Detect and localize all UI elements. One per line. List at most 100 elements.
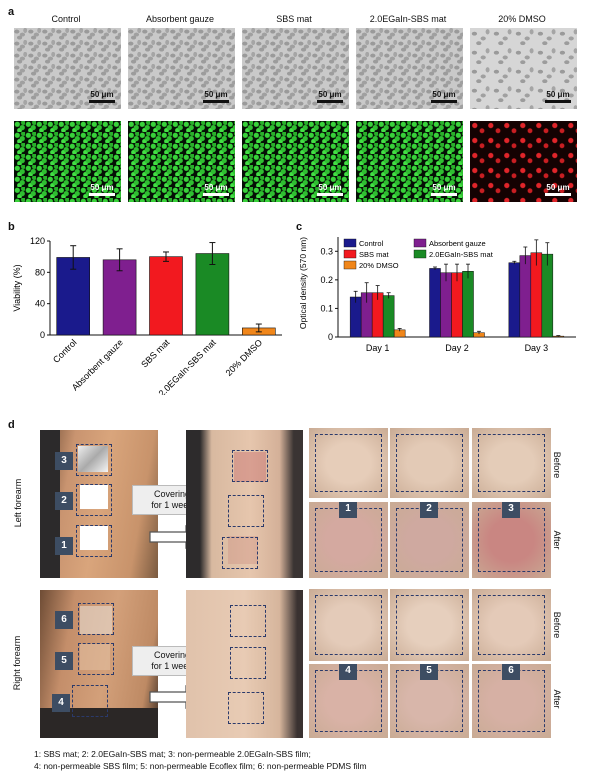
bar <box>56 257 91 336</box>
scale-bar: 50 μm <box>317 183 343 196</box>
dash-box-after-1 <box>222 537 258 569</box>
dash-box-1 <box>76 525 112 557</box>
legend-label: 20% DMSO <box>359 261 399 270</box>
legend-swatch <box>343 238 357 248</box>
bar <box>508 262 521 338</box>
dash-box-5 <box>78 643 114 675</box>
dash-box-after-5 <box>230 647 266 679</box>
bar <box>149 256 183 336</box>
zoomed-dash-box <box>396 595 463 655</box>
scale-bar: 50 μm <box>545 183 571 196</box>
after-label-bottom: After <box>552 689 562 709</box>
badge-2: 2 <box>55 492 73 510</box>
zoomed-skin-tile <box>472 428 551 498</box>
panel-a-letter: a <box>8 6 15 18</box>
panel-c-letter: c <box>296 221 303 233</box>
zoomed-skin-tile: 2 <box>390 502 469 578</box>
zoomed-dash-box <box>396 434 463 492</box>
legend-swatch <box>413 249 427 259</box>
x-tick-label: Day 3 <box>525 343 549 353</box>
scale-bar: 50 μm <box>203 90 229 103</box>
dash-box-after-6 <box>230 605 266 637</box>
bar <box>440 272 452 338</box>
dash-box-after-3 <box>232 450 268 482</box>
fluorescence-image: 50 μm <box>470 121 577 202</box>
y-tick-label: 40 <box>35 299 45 309</box>
right-forearm-label: Right forearm <box>12 635 22 691</box>
y-tick-label: 0.2 <box>320 275 333 285</box>
zoomed-dash-box <box>478 434 545 492</box>
scale-bar: 50 μm <box>431 90 457 103</box>
brightfield-image: 50 μm <box>242 28 349 109</box>
panel-b-letter: b <box>8 221 15 233</box>
fluorescence-image: 50 μm <box>242 121 349 202</box>
scale-bar: 50 μm <box>89 183 115 196</box>
legend-label: Absorbent gauze <box>429 239 486 248</box>
right-forearm-after-photo <box>186 590 303 738</box>
dash-box-4 <box>72 685 108 717</box>
fluorescence-image: 50 μm <box>128 121 235 202</box>
before-label-top: Before <box>552 451 562 479</box>
y-tick-label: 0.1 <box>320 303 333 313</box>
brightfield-image: 50 μm <box>356 28 463 109</box>
left-forearm-label: Left forearm <box>13 478 23 528</box>
caption-line-2: 4: non-permeable SBS film; 5: non-permea… <box>34 761 367 771</box>
badge-6: 6 <box>55 611 73 629</box>
dash-box-3 <box>76 444 112 476</box>
tile-number-badge: 4 <box>339 664 357 680</box>
y-tick-label: 0 <box>328 332 333 342</box>
badge-5: 5 <box>55 652 73 670</box>
legend-swatch <box>413 238 427 248</box>
zoomed-skin-tile <box>472 589 551 661</box>
scale-bar: 50 μm <box>203 183 229 196</box>
x-tick-label: Absorbent gauze <box>70 337 125 392</box>
bar <box>462 271 474 338</box>
tile-number-badge: 2 <box>420 502 438 518</box>
bar <box>451 272 463 338</box>
zoomed-skin-tile <box>390 428 469 498</box>
column-title: 2.0EGaIn-SBS mat <box>369 14 447 24</box>
x-tick-label: 20% DMSO <box>224 337 265 378</box>
bar <box>382 295 395 338</box>
caption-line-1: 1: SBS mat; 2: 2.0EGaIn-SBS mat; 3: non-… <box>34 749 311 759</box>
column-title: Control <box>51 14 81 24</box>
y-axis-label: Optical density (570 nm) <box>298 237 308 329</box>
dash-box-after-2 <box>228 495 264 527</box>
zoomed-skin-tile: 4 <box>309 664 388 738</box>
brightfield-image: 50 μm <box>470 28 577 109</box>
x-tick-label: Day 1 <box>366 343 390 353</box>
zoomed-skin-tile: 3 <box>472 502 551 578</box>
column-title: SBS mat <box>276 14 312 24</box>
before-label-bottom: Before <box>552 611 562 639</box>
zoomed-skin-tile <box>390 589 469 661</box>
zoomed-skin-tile <box>309 589 388 661</box>
bar <box>541 253 554 338</box>
y-tick-label: 0 <box>40 330 45 340</box>
panel-d-letter: d <box>8 419 15 431</box>
bar <box>429 268 441 338</box>
bar <box>195 253 230 336</box>
scale-bar: 50 μm <box>431 183 457 196</box>
y-tick-label: 0.3 <box>320 246 333 256</box>
zoomed-skin-tile: 5 <box>390 664 469 738</box>
y-tick-label: 120 <box>30 236 45 246</box>
sample-1-patch <box>80 526 108 550</box>
sample-2-patch <box>80 485 108 509</box>
column-title: Absorbent gauze <box>145 14 215 24</box>
badge-4: 4 <box>52 694 70 712</box>
legend-swatch <box>343 249 357 259</box>
y-axis-label: Viability (%) <box>12 264 22 311</box>
column-title: 20% DMSO <box>498 14 546 24</box>
brightfield-image: 50 μm <box>14 28 121 109</box>
scale-bar: 50 μm <box>317 90 343 103</box>
zoomed-dash-box <box>478 595 545 655</box>
legend-label: Control <box>359 239 384 248</box>
after-label-top: After <box>552 530 562 550</box>
fluorescence-image: 50 μm <box>14 121 121 202</box>
legend-label: SBS mat <box>359 250 390 259</box>
dash-box-2 <box>76 484 112 516</box>
badge-3: 3 <box>55 452 73 470</box>
x-tick-label: Control <box>51 337 79 365</box>
tile-number-badge: 3 <box>502 502 520 518</box>
